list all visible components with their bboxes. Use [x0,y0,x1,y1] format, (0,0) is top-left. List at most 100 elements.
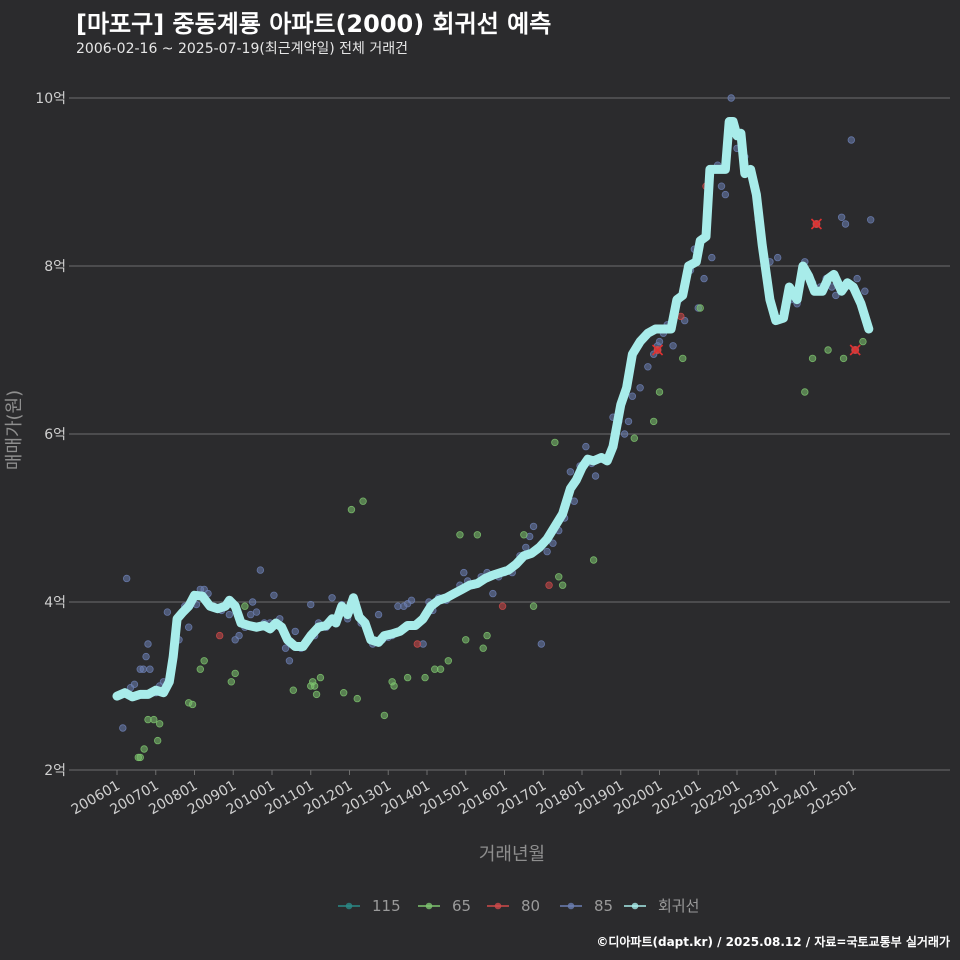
data-point-85 [832,291,840,300]
data-point-65 [200,657,208,665]
data-point-85 [529,522,538,531]
data-point-85 [285,657,294,665]
data-point-65 [551,438,559,447]
data-point-85 [582,442,590,451]
highlight-cross [651,344,664,356]
data-point-65 [308,678,317,686]
y-axis-title: 매매가(원) [4,390,25,470]
data-point-65 [839,354,848,363]
data-point-85 [122,574,131,583]
data-point-65 [479,644,487,652]
data-point-65 [558,581,567,589]
gridlines [74,97,950,771]
data-point-65 [456,531,464,539]
data-point-85 [328,594,336,602]
data-point-85 [853,274,861,283]
data-point-85 [489,589,497,598]
data-point-65 [655,388,664,396]
data-point-65 [231,669,239,678]
data-point-85 [700,274,708,283]
data-point-80 [215,631,224,640]
data-point-85 [847,136,856,144]
legend-marker-65 [425,902,433,910]
data-point-65 [227,678,236,686]
data-point-85 [655,337,664,346]
data-point-85 [146,665,154,673]
y-tick-label: 4억 [44,595,66,611]
regression-line [112,117,874,702]
data-point-65 [444,657,453,665]
data-point-85 [628,392,637,400]
data-point-85 [721,190,730,199]
data-point-65 [380,711,389,720]
data-point-85 [708,253,716,262]
data-point-85 [620,430,629,438]
data-point-85 [861,287,869,295]
y-tick-label: 8억 [44,259,66,275]
data-point-85 [139,665,148,673]
highlight-cross [849,344,861,356]
data-point-85 [225,610,234,619]
x-axis-ticks: 2006012007012008012009012010012011012012… [69,770,859,818]
data-point-65 [483,631,491,640]
y-axis-ticks: 2억 4억 6억 8억 10억 [35,91,74,779]
data-point-85 [727,94,735,102]
data-point-65 [136,753,144,762]
data-point-65 [316,673,325,682]
data-point-85 [570,497,578,505]
legend-label-115: 115 [372,897,401,915]
data-point-65 [801,388,809,396]
legend-marker-회귀선 [631,902,639,910]
data-point-65 [140,745,148,753]
data-point-65 [649,417,658,426]
data-point-65 [473,531,482,539]
chart-subtitle: 2006-02-16 ~ 2025-07-19(최근계약일) 전체 거래건 [76,41,408,57]
data-point-85 [543,547,551,556]
data-point-65 [520,531,528,539]
data-point-65 [359,497,367,505]
data-point-85 [644,363,652,371]
legend: 115 65 80 85 회귀선 [338,897,699,915]
data-point-85 [374,610,383,619]
legend-label-회귀선: 회귀선 [658,897,699,915]
data-point-65 [347,505,356,514]
regression-line-path [112,117,874,702]
highlight-markers [651,218,861,356]
data-point-85 [235,631,243,640]
y-tick-label: 6억 [44,427,66,443]
data-point-85 [270,591,278,599]
legend-marker-80 [494,902,502,910]
legend-label-65: 65 [452,897,471,915]
data-point-65 [353,694,361,703]
data-point-85 [591,472,600,480]
data-point-85 [717,182,726,190]
data-point-65 [196,665,205,673]
data-point-85 [866,216,875,224]
legend-marker-85 [567,902,575,910]
data-point-65 [312,690,321,699]
data-point-65 [824,346,832,354]
y-tick-label: 10억 [35,91,66,107]
data-point-85 [163,608,172,616]
data-point-65 [403,673,412,682]
legend-marker-115 [345,902,353,910]
footer-credit: ©디아파트(dapt.kr) / 2025.08.12 / 자료=국토교통부 실… [596,935,950,949]
data-point-85 [624,417,633,426]
data-point-85 [549,539,557,547]
data-point-85 [256,566,265,574]
data-point-65 [696,304,704,312]
data-point-65 [155,720,164,728]
data-point-85 [144,640,152,648]
data-point-85 [130,680,139,689]
data-point-85 [636,384,644,392]
data-point-65 [153,736,162,745]
data-point-80 [545,581,553,589]
highlight-cross [810,218,823,230]
data-point-85 [841,220,850,228]
data-point-85 [307,600,315,609]
data-point-85 [119,724,127,732]
data-point-65 [589,556,598,564]
data-point-65 [679,354,687,363]
data-point-65 [462,636,470,644]
